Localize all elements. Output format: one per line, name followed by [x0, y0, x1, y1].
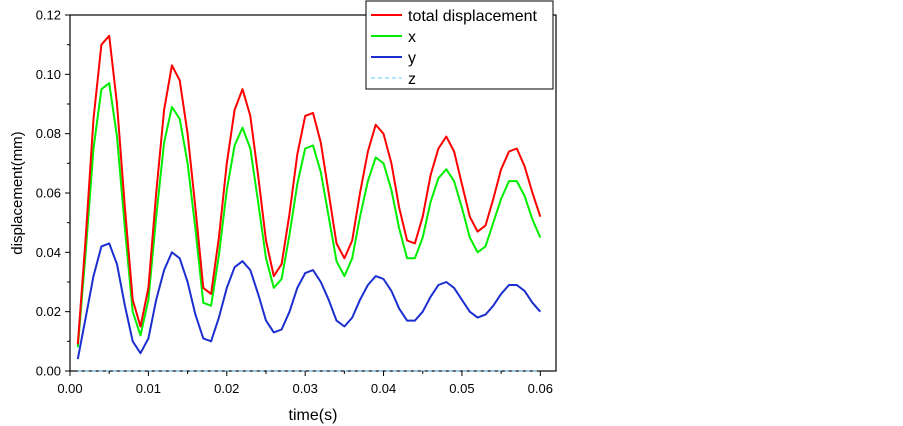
y-tick-label: 0.12 [36, 8, 61, 23]
series-line-y [76, 242, 542, 360]
series-line-total-displacement [76, 34, 542, 345]
y-tick-label: 0.06 [36, 186, 61, 201]
x-tick-label: 0.02 [214, 381, 239, 396]
y-axis-label: displacement(mm) [9, 131, 26, 254]
x-tick-label: 0.06 [528, 381, 553, 396]
series-layer [76, 34, 542, 372]
x-tick-label: 0.04 [371, 381, 396, 396]
y-axis-ticks: 0.00 0.02 0.04 0.06 0.08 0.10 0.12 [36, 8, 70, 379]
x-axis-ticks: 0.00 0.01 0.02 0.03 0.04 0.05 0.06 [57, 371, 553, 396]
y-tick-label: 0.02 [36, 304, 61, 319]
series-line-x [76, 82, 542, 348]
legend: total displacement xyz [365, 0, 554, 90]
y-tick-label: 0.04 [36, 245, 61, 260]
x-tick-label: 0.05 [449, 381, 474, 396]
x-tick-label: 0.01 [136, 381, 161, 396]
y-tick-label: 0.00 [36, 364, 61, 379]
legend-label: x [408, 29, 416, 46]
legend-label: y [408, 50, 416, 67]
legend-label: z [408, 71, 416, 88]
x-tick-label: 0.00 [57, 381, 82, 396]
y-tick-label: 0.08 [36, 126, 61, 141]
legend-label: total displacement [408, 8, 538, 25]
x-tick-label: 0.03 [293, 381, 318, 396]
y-tick-label: 0.10 [36, 67, 61, 82]
x-axis-label: time(s) [289, 407, 338, 424]
